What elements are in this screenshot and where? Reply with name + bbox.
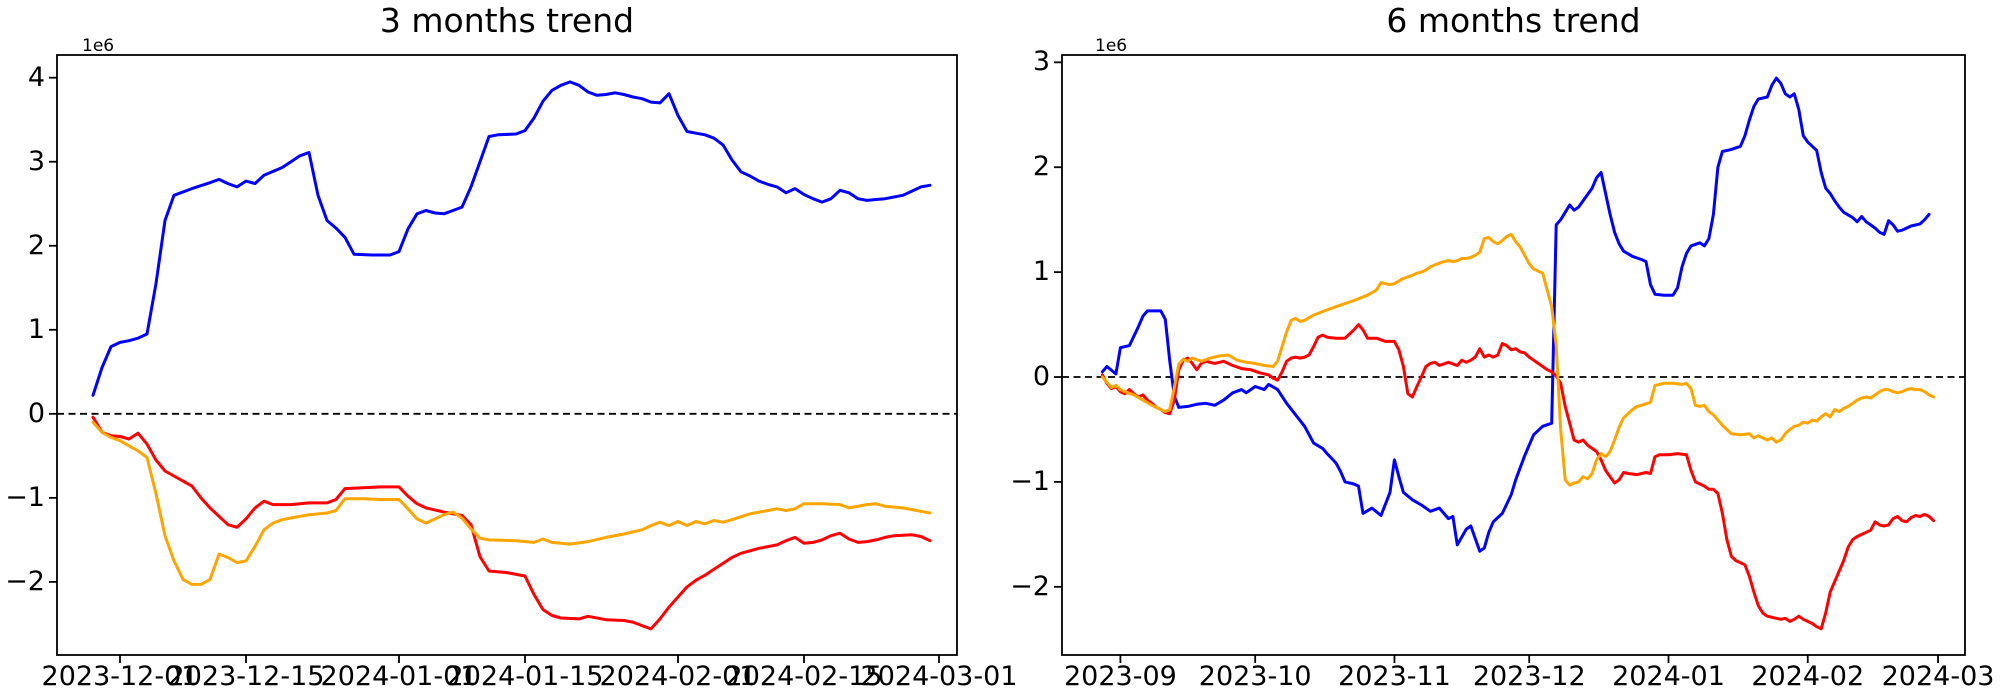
- series-blue-line: [91, 80, 932, 397]
- chart-title-6-months: 6 months trend: [1386, 1, 1641, 40]
- y-axis-offset-label: 1e6: [1095, 36, 1128, 56]
- x-tick-label: 2024-03-01: [860, 661, 1018, 692]
- x-tick-label: 2023-12: [1472, 661, 1586, 692]
- y-tick-label: 0: [1032, 361, 1050, 393]
- x-tick-label: 2023-12-15: [167, 661, 325, 692]
- y-tick-label: −1: [5, 481, 45, 513]
- y-axis-offset-label: 1e6: [82, 36, 115, 56]
- x-tick-label: 2024-01-15: [446, 661, 604, 692]
- x-tick-label: 2023-09: [1063, 661, 1177, 692]
- x-tick-label: 2024-01: [1612, 661, 1725, 692]
- y-tick-label: 3: [27, 145, 45, 177]
- x-tick-label: 2023-10: [1198, 661, 1312, 692]
- series-orange-line: [1100, 232, 1936, 487]
- x-tick-label: 2024-02: [1751, 661, 1865, 692]
- y-tick-label: 4: [27, 61, 45, 93]
- y-tick-label: 2: [27, 229, 45, 261]
- x-tick-label: 2023-11: [1338, 661, 1451, 692]
- y-tick-label: 1: [27, 313, 45, 345]
- x-tick-label: 2024-03: [1881, 661, 1995, 692]
- x-tick-label: 2023-12-01: [41, 661, 199, 692]
- series-blue-line: [1100, 76, 1931, 553]
- y-tick-label: 1: [1032, 256, 1050, 288]
- series-red-line: [91, 415, 932, 631]
- y-tick-label: −2: [1010, 570, 1050, 602]
- axes-frame: [1061, 54, 1966, 656]
- x-tick-label: 2024-01-01: [320, 661, 478, 692]
- axes-frame: [56, 54, 958, 656]
- chart-title-3-months: 3 months trend: [379, 1, 635, 40]
- x-tick-label: 2024-02-15: [725, 661, 883, 692]
- y-tick-label: −2: [5, 565, 45, 597]
- x-tick-label: 2024-02-01: [599, 661, 757, 692]
- series-red-line: [1100, 323, 1936, 631]
- series-orange-line: [91, 420, 932, 586]
- y-tick-label: 3: [1032, 46, 1050, 78]
- y-tick-label: −1: [1010, 465, 1050, 497]
- y-tick-label: 0: [27, 397, 45, 429]
- y-tick-label: 2: [1032, 151, 1050, 183]
